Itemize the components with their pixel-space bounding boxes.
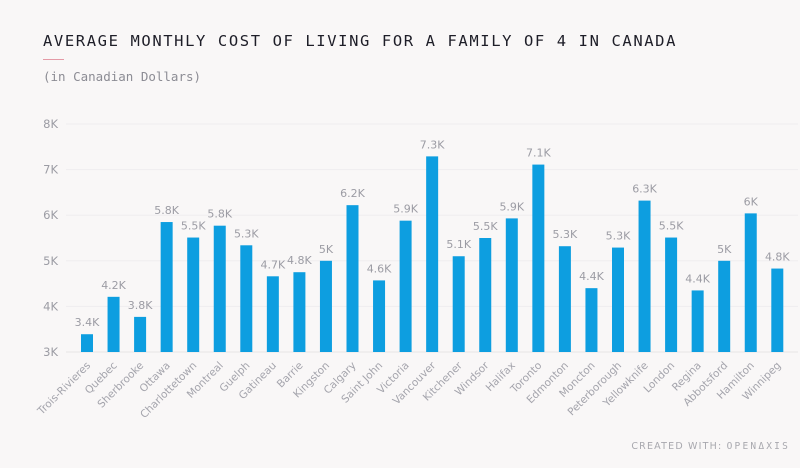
bar	[771, 268, 784, 352]
data-label: 5.9K	[499, 200, 524, 213]
data-label: 5.3K	[606, 230, 631, 243]
data-label: 6.3K	[632, 183, 657, 196]
bar	[187, 237, 200, 352]
bar	[134, 316, 147, 352]
data-label: 5.5K	[473, 220, 498, 233]
created-with-label: CREATED WITH:	[631, 441, 723, 452]
data-label: 4.2K	[101, 279, 126, 292]
bar	[426, 156, 439, 352]
data-label: 5K	[319, 243, 334, 256]
data-label: 5.5K	[181, 220, 206, 233]
bar	[107, 296, 120, 352]
chart-title: AVERAGE MONTHLY COST OF LIVING FOR A FAM…	[43, 32, 678, 50]
bar	[585, 288, 598, 352]
x-axis-labels: Trois-RivieresQuebecSherbrookeOttawaChar…	[35, 359, 784, 421]
data-label: 5.5K	[659, 220, 684, 233]
bar	[479, 238, 492, 352]
bar	[293, 272, 306, 352]
attribution: CREATED WITH: OPENΔXIS	[631, 441, 790, 452]
bar	[744, 213, 757, 352]
y-axis-labels: 3K 4K 5K 6K 7K 8K	[43, 117, 58, 359]
bar	[266, 276, 279, 352]
bar	[240, 245, 253, 352]
data-label: 6K	[744, 195, 759, 208]
chart-subtitle: (in Canadian Dollars)	[43, 69, 202, 84]
data-label: 4.8K	[765, 251, 790, 264]
data-label: 5.3K	[234, 227, 259, 240]
y-tick-label: 8K	[43, 117, 58, 131]
data-label: 7.1K	[526, 147, 551, 160]
data-label: 5.8K	[154, 204, 179, 217]
bar	[213, 225, 226, 352]
bar	[399, 220, 412, 352]
y-tick-label: 5K	[43, 254, 58, 268]
bar	[319, 260, 332, 352]
bar	[558, 246, 571, 352]
y-tick-label: 4K	[43, 299, 58, 313]
data-label: 6.2K	[340, 187, 365, 200]
data-label: 4.6K	[367, 262, 392, 275]
y-tick-label: 7K	[43, 163, 58, 177]
bar	[505, 218, 518, 352]
bar	[718, 260, 731, 352]
bar	[160, 222, 173, 352]
data-label: 5.8K	[207, 208, 232, 221]
bar	[691, 290, 704, 352]
data-label: 7.3K	[420, 138, 445, 151]
bar	[612, 247, 624, 352]
data-label: 4.4K	[579, 270, 604, 283]
bar	[373, 280, 386, 352]
data-label: 5.3K	[553, 228, 578, 241]
bar	[532, 164, 545, 352]
y-tick-label: 3K	[43, 345, 58, 359]
data-label: 5.1K	[446, 238, 471, 251]
y-tick-label: 6K	[43, 208, 58, 222]
data-label: 4.8K	[287, 254, 312, 267]
title-accent-line	[43, 59, 64, 60]
bar	[346, 205, 359, 352]
bar	[665, 237, 678, 352]
data-label: 4.4K	[685, 272, 710, 285]
data-label: 5.9K	[393, 203, 418, 216]
bars	[81, 156, 784, 352]
bar	[638, 200, 651, 352]
brand-logo: OPENΔXIS	[726, 441, 790, 452]
bar	[81, 334, 93, 352]
data-label: 5K	[717, 243, 732, 256]
data-label: 4.7K	[260, 258, 285, 271]
data-labels: 3.4K4.2K3.8K5.8K5.5K5.8K5.3K4.7K 4.8K5K6.…	[75, 138, 791, 329]
data-label: 3.8K	[128, 299, 153, 312]
bar	[452, 256, 465, 352]
data-label: 3.4K	[75, 316, 100, 329]
